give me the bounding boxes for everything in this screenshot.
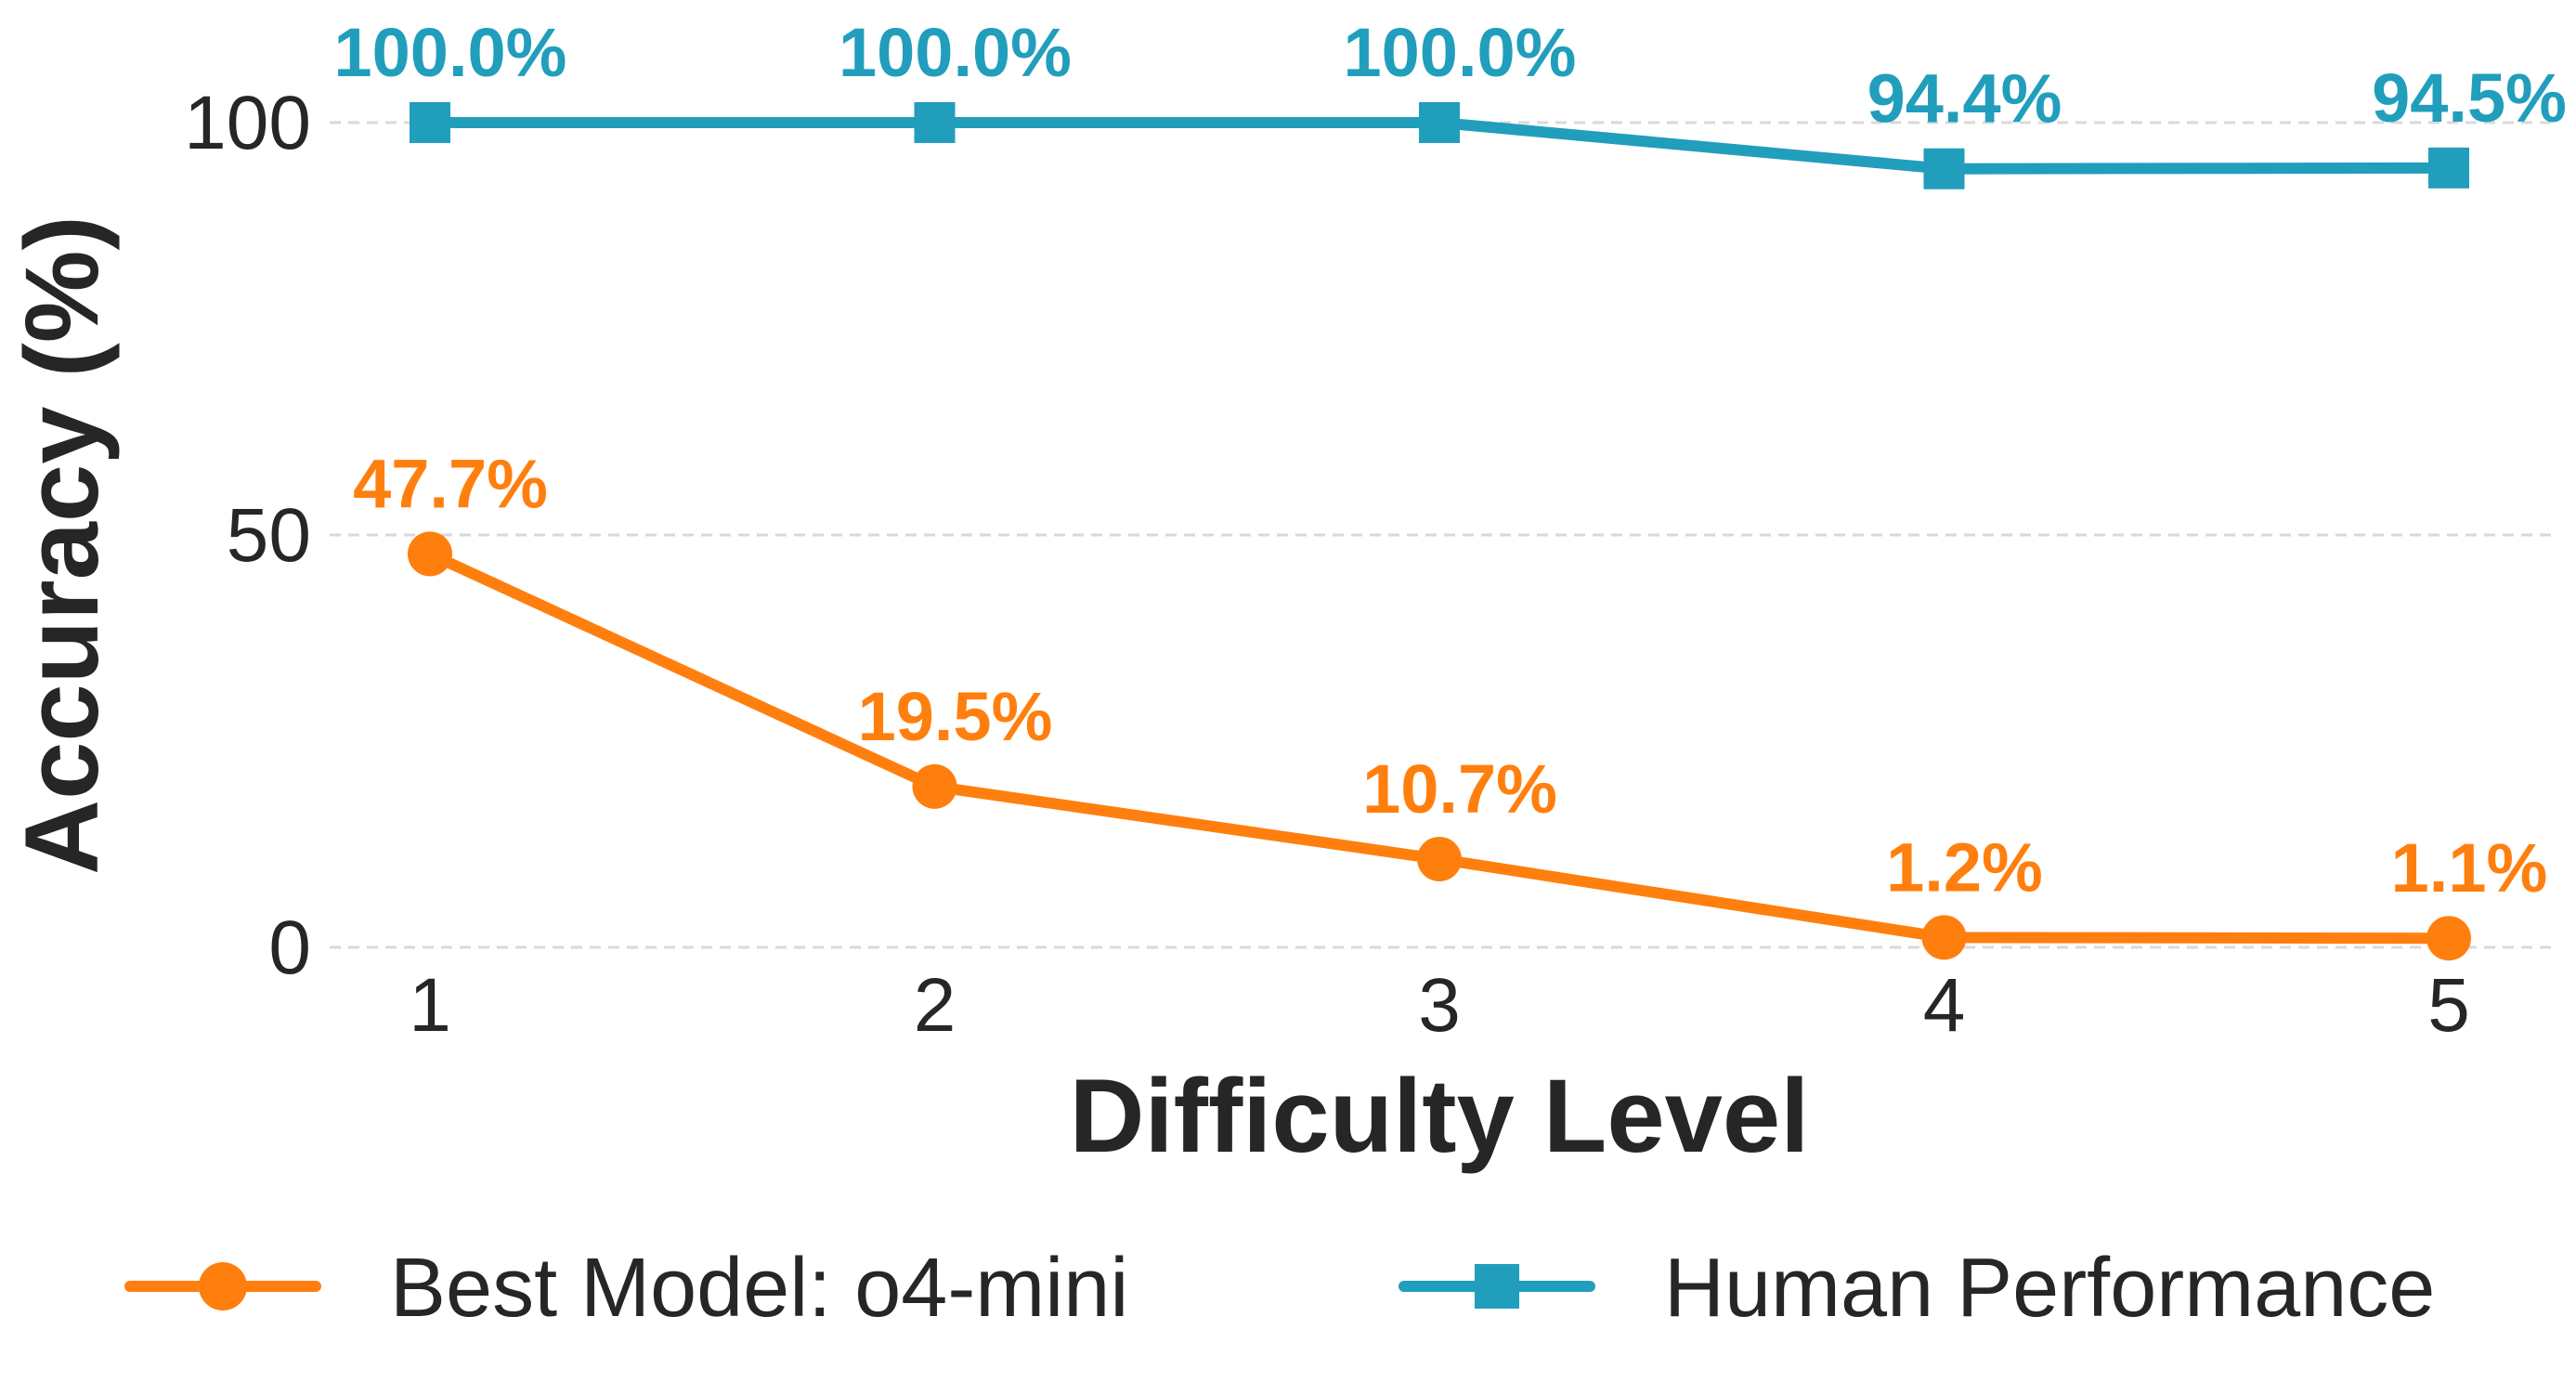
legend-item-0: Best Model: o4-mini	[124, 1242, 1128, 1335]
x-tick-label-4: 4	[1923, 963, 1966, 1048]
y-tick-label-50: 50	[227, 493, 311, 578]
data-point-1-4	[1923, 148, 1965, 189]
legend-item-1: Human Performance	[1399, 1242, 2435, 1335]
data-point-0-1	[408, 531, 452, 577]
data-label-1-2: 100.0%	[839, 14, 1072, 91]
data-label-0-5: 1.1%	[2391, 829, 2548, 906]
data-point-0-4	[1921, 915, 1967, 960]
data-point-0-3	[1417, 836, 1462, 881]
data-label-0-1: 47.7%	[353, 445, 548, 522]
legend-label-1: Human Performance	[1664, 1242, 2435, 1335]
series-best-model	[408, 531, 2471, 961]
data-label-1-5: 94.5%	[2372, 59, 2567, 137]
series-human-performance	[410, 102, 2469, 189]
y-tick-labels: 0 50 100	[184, 81, 311, 990]
data-label-0-2: 19.5%	[858, 678, 1053, 755]
data-point-0-2	[912, 763, 957, 809]
x-tick-label-5: 5	[2427, 963, 2470, 1048]
data-label-0-4: 1.2%	[1886, 828, 2043, 906]
data-point-1-1	[410, 102, 450, 143]
x-axis-title: Difficulty Level	[1070, 1058, 1810, 1174]
series-lines	[408, 102, 2471, 961]
legend: Best Model: o4-mini Human Performance	[124, 1242, 2435, 1335]
x-tick-label-1: 1	[409, 963, 451, 1048]
y-tick-label-100: 100	[184, 81, 311, 165]
data-point-0-5	[2426, 916, 2471, 961]
y-tick-label-0: 0	[268, 906, 311, 990]
legend-marker-1	[1475, 1264, 1519, 1309]
data-point-1-3	[1419, 102, 1460, 143]
data-label-0-3: 10.7%	[1362, 750, 1557, 828]
data-point-1-5	[2428, 147, 2469, 189]
x-tick-label-3: 3	[1418, 963, 1461, 1048]
legend-label-0: Best Model: o4-mini	[390, 1242, 1128, 1335]
x-tick-labels: 1 2 3 4 5	[409, 963, 2470, 1048]
legend-marker-0	[199, 1262, 247, 1310]
x-tick-label-2: 2	[914, 963, 956, 1048]
data-label-1-1: 100.0%	[334, 14, 567, 91]
data-labels: 47.7% 19.5% 10.7% 1.2% 1.1% 100.0% 100.0% 100.0…	[334, 14, 2567, 906]
y-axis-title: Accuracy (%)	[4, 215, 120, 875]
data-point-1-2	[914, 102, 956, 143]
data-label-1-3: 100.0%	[1344, 14, 1577, 91]
data-label-1-4: 94.4%	[1867, 60, 2062, 137]
